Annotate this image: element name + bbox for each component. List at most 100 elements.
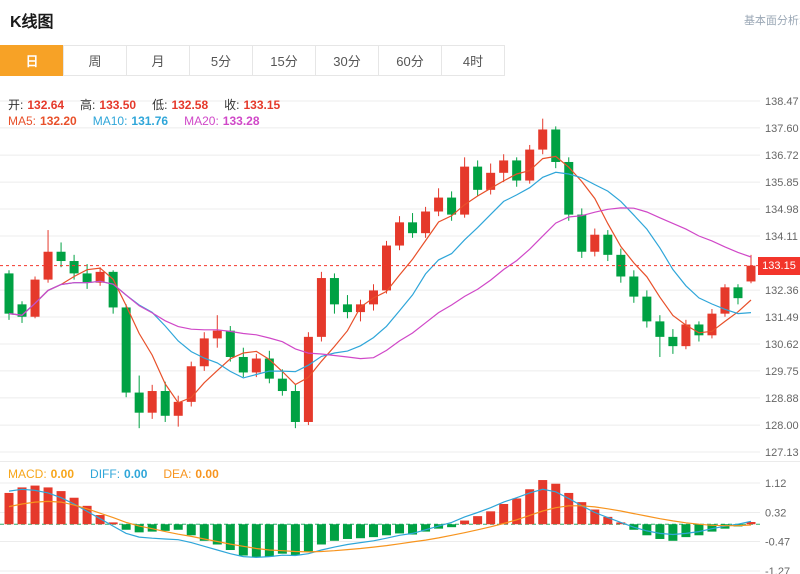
macd-axis-label: -1.27 [765,566,790,574]
macd-bar [342,524,352,539]
macd-bar [395,524,405,534]
candle-body [147,391,157,413]
macd-bar [408,524,418,535]
macd-bar [121,524,131,530]
tab-month[interactable]: 月 [126,45,190,76]
macd-bar [160,524,170,531]
current-price-tag: 133.15 [758,256,800,275]
diff-line [8,488,752,559]
macd-bar [316,524,326,545]
macd-bar [303,524,313,552]
candle-body [30,279,40,317]
macd-bar [577,502,587,525]
tab-5min[interactable]: 5分 [189,45,253,76]
candle-body [186,366,196,402]
macd-panel[interactable]: 1.12 0.32 -0.47 -1.27 MACD: 0.00 DIFF: 0.00 DEA… [0,461,800,574]
macd-bar [95,515,105,525]
macd-bar [473,516,483,525]
macd-bar [564,492,574,525]
macd-bar [329,524,339,541]
macd-bar [681,524,691,538]
candle-body [316,278,326,337]
candle-body [173,401,183,416]
macd-bar [277,524,287,554]
macd-bar [551,483,561,525]
macd-svg[interactable]: 1.12 0.32 -0.47 -1.27 [0,462,800,574]
macd-bar [668,524,678,541]
dea-line [8,500,752,553]
tab-day[interactable]: 日 [0,45,64,76]
tab-4hour[interactable]: 4时 [441,45,505,76]
macd-bar [525,489,535,525]
candle-body [134,392,144,413]
main-axis-label: 132.36 [765,285,799,297]
candle-body [69,261,79,274]
main-axis-label: 128.88 [765,393,799,405]
tab-30min[interactable]: 30分 [315,45,379,76]
macd-bar [590,509,600,525]
candle-body [629,276,639,297]
main-axis-label: 138.47 [765,96,799,108]
main-chart-svg[interactable]: 138.47 137.60 136.72 135.85 134.98 134.11 132.… [0,88,800,460]
candle-body [499,160,509,173]
candle-body [707,313,717,336]
candle-body [238,356,248,373]
macd-bar [251,524,261,558]
macd-bar [355,524,365,539]
candle-body [342,304,352,313]
main-axis-label: 134.11 [765,231,798,243]
macd-bar [82,505,92,525]
macd-bar [264,524,274,557]
candle-body [551,129,561,162]
macd-bar [512,498,522,525]
candle-body [434,197,444,212]
tab-15min[interactable]: 15分 [252,45,316,76]
candle-body [56,251,66,262]
candle-body [746,265,756,282]
main-chart[interactable]: 138.47 137.60 136.72 135.85 134.98 134.11 132.… [0,88,800,460]
macd-bar [134,524,144,533]
ma5-line [8,155,752,404]
macd-bar [199,524,209,541]
fundamental-analysis-link[interactable]: 基本面分析: [743,15,800,27]
main-axis-label: 131.49 [765,312,799,324]
candle-body [225,330,235,357]
candle-body [303,336,313,422]
candle-body [681,324,691,347]
candle-body [577,214,587,252]
macd-bar [655,524,665,539]
main-axis-label: 128.00 [765,420,799,432]
macd-histogram [4,480,756,558]
candle-body [564,161,574,215]
candle-body [199,338,209,367]
tab-60min[interactable]: 60分 [378,45,442,76]
macd-bar [290,524,300,556]
macd-bar [69,497,79,525]
macd-bar [17,487,27,525]
candle-body [251,358,261,373]
candle-body [733,287,743,299]
main-axis-label: 127.13 [765,447,799,459]
macd-bar [56,491,66,525]
macd-gridlines: 1.12 0.32 -0.47 -1.27 [0,478,790,574]
candle-body [720,287,730,314]
macd-axis-label: 0.32 [765,507,786,519]
candle-body [447,197,457,215]
main-axis-label: 137.60 [765,123,799,135]
tab-week[interactable]: 周 [63,45,127,76]
macd-bar [147,524,157,532]
macd-bar [486,511,496,525]
main-axis-label: 135.85 [765,177,799,189]
macd-bar [642,524,652,536]
candle-body [212,330,222,339]
candle-body [590,234,600,252]
candles-group [4,118,756,429]
macd-axis-label: -0.47 [765,537,790,549]
candle-body [694,324,704,336]
macd-bar [108,522,118,525]
macd-bar [538,480,548,525]
candle-body [460,166,470,215]
macd-bar [447,524,457,528]
main-axis-label: 134.98 [765,204,799,216]
